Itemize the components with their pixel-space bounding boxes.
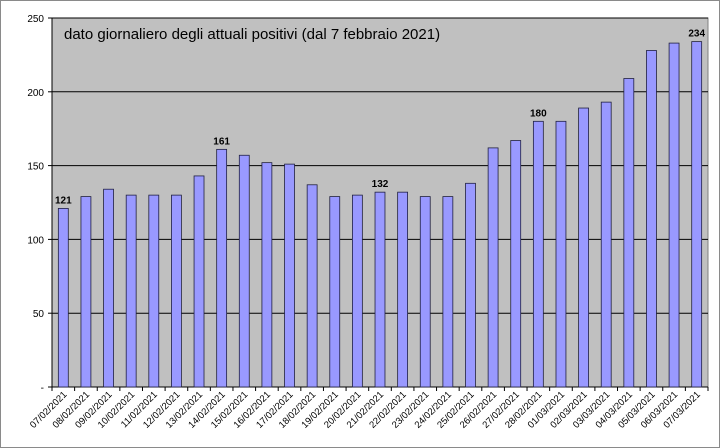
bar [691,41,703,388]
bar [125,194,137,388]
y-tick-label: 150 [27,162,44,173]
bar [148,194,160,388]
bar [510,140,522,388]
bar [397,191,408,388]
chart-title: dato giornaliero degli attuali positivi … [64,26,441,43]
bar [57,208,69,388]
bar [374,191,386,388]
bar [623,78,635,388]
bar [171,194,182,388]
bar [284,163,295,388]
y-tick-label: 100 [27,235,44,246]
bar [668,42,680,388]
bar [578,107,589,388]
bar [555,120,567,388]
bar [80,196,92,388]
data-label: 121 [55,195,72,206]
bar [238,154,250,388]
bar [193,175,205,388]
bar [216,148,228,388]
bar [646,50,657,388]
bar [532,120,544,388]
data-label: 234 [688,29,705,40]
bar [261,162,273,388]
bar [487,147,499,388]
bar [600,101,612,388]
bar [465,182,476,388]
bar [442,196,454,388]
data-label: 180 [530,108,547,119]
y-tick-label: - [41,383,44,394]
bar [419,196,431,388]
y-tick-label: 200 [27,88,44,99]
bar [306,184,318,388]
data-label: 132 [372,179,389,190]
data-label: 161 [213,136,230,147]
bar [103,188,114,388]
y-tick-label: 250 [27,14,44,25]
bar [329,196,341,388]
bar [352,194,363,388]
y-tick-label: 50 [33,309,45,320]
